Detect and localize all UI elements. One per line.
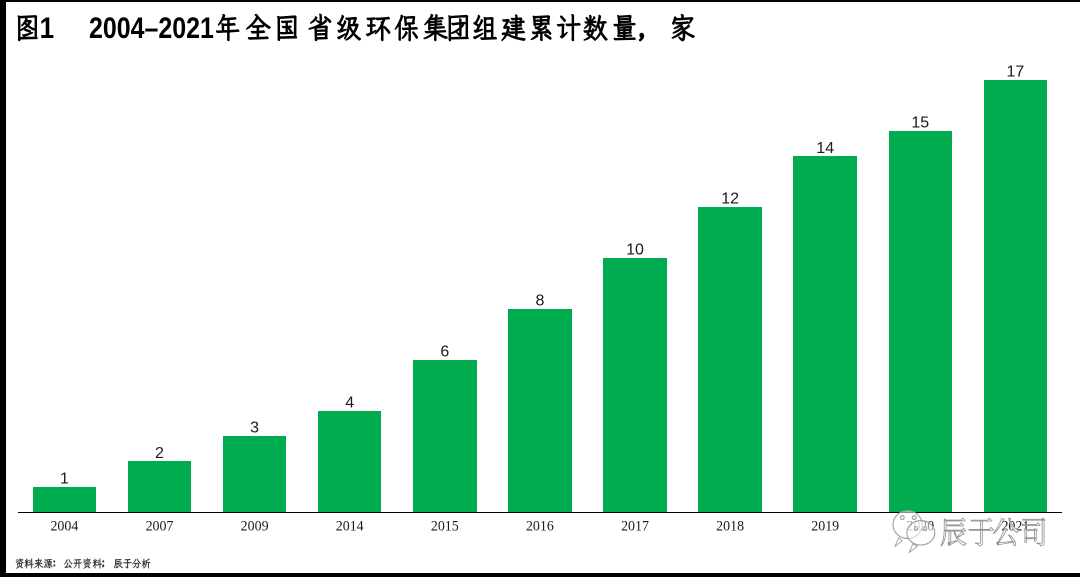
svg-text:14: 14 [816, 140, 834, 157]
svg-text:2014: 2014 [336, 518, 365, 535]
svg-text:2019: 2019 [811, 518, 839, 535]
svg-text:6: 6 [440, 343, 449, 360]
svg-text:17: 17 [1007, 63, 1025, 80]
svg-text:2009: 2009 [241, 518, 269, 535]
svg-text:10: 10 [626, 242, 644, 259]
svg-text:2015: 2015 [431, 518, 459, 535]
svg-text:2: 2 [155, 445, 164, 462]
svg-text:4: 4 [345, 394, 354, 411]
svg-text:8: 8 [535, 293, 544, 310]
svg-text:12: 12 [721, 191, 739, 208]
svg-text:2016: 2016 [526, 518, 554, 535]
svg-text:2021: 2021 [1001, 518, 1029, 535]
svg-text:1: 1 [40, 11, 55, 44]
svg-text:15: 15 [911, 114, 929, 131]
svg-text:2007: 2007 [146, 518, 174, 535]
svg-text:2018: 2018 [716, 518, 744, 535]
svg-text:2004–2021: 2004–2021 [89, 11, 214, 45]
svg-text:2004: 2004 [50, 518, 79, 535]
svg-text:2017: 2017 [621, 518, 649, 535]
svg-text:1: 1 [60, 471, 69, 488]
svg-text:3: 3 [250, 420, 259, 437]
